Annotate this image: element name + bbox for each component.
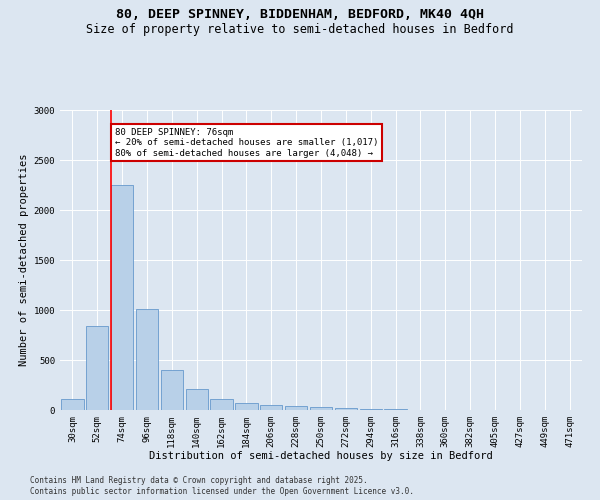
- Bar: [136, 309, 158, 410]
- Bar: [185, 389, 208, 410]
- Text: Contains HM Land Registry data © Crown copyright and database right 2025.: Contains HM Land Registry data © Crown c…: [30, 476, 368, 485]
- Bar: [385, 409, 407, 410]
- Bar: [260, 404, 283, 410]
- Bar: [235, 402, 257, 410]
- Bar: [335, 408, 357, 410]
- Bar: [111, 185, 133, 410]
- Text: Size of property relative to semi-detached houses in Bedford: Size of property relative to semi-detach…: [86, 22, 514, 36]
- Y-axis label: Number of semi-detached properties: Number of semi-detached properties: [19, 154, 29, 366]
- Bar: [310, 407, 332, 410]
- Bar: [86, 326, 109, 410]
- Bar: [211, 398, 233, 410]
- Bar: [359, 408, 382, 410]
- X-axis label: Distribution of semi-detached houses by size in Bedford: Distribution of semi-detached houses by …: [149, 452, 493, 462]
- Bar: [161, 370, 183, 410]
- Bar: [61, 399, 83, 410]
- Text: Contains public sector information licensed under the Open Government Licence v3: Contains public sector information licen…: [30, 487, 414, 496]
- Text: 80 DEEP SPINNEY: 76sqm
← 20% of semi-detached houses are smaller (1,017)
80% of : 80 DEEP SPINNEY: 76sqm ← 20% of semi-det…: [115, 128, 378, 158]
- Text: 80, DEEP SPINNEY, BIDDENHAM, BEDFORD, MK40 4QH: 80, DEEP SPINNEY, BIDDENHAM, BEDFORD, MK…: [116, 8, 484, 20]
- Bar: [285, 406, 307, 410]
